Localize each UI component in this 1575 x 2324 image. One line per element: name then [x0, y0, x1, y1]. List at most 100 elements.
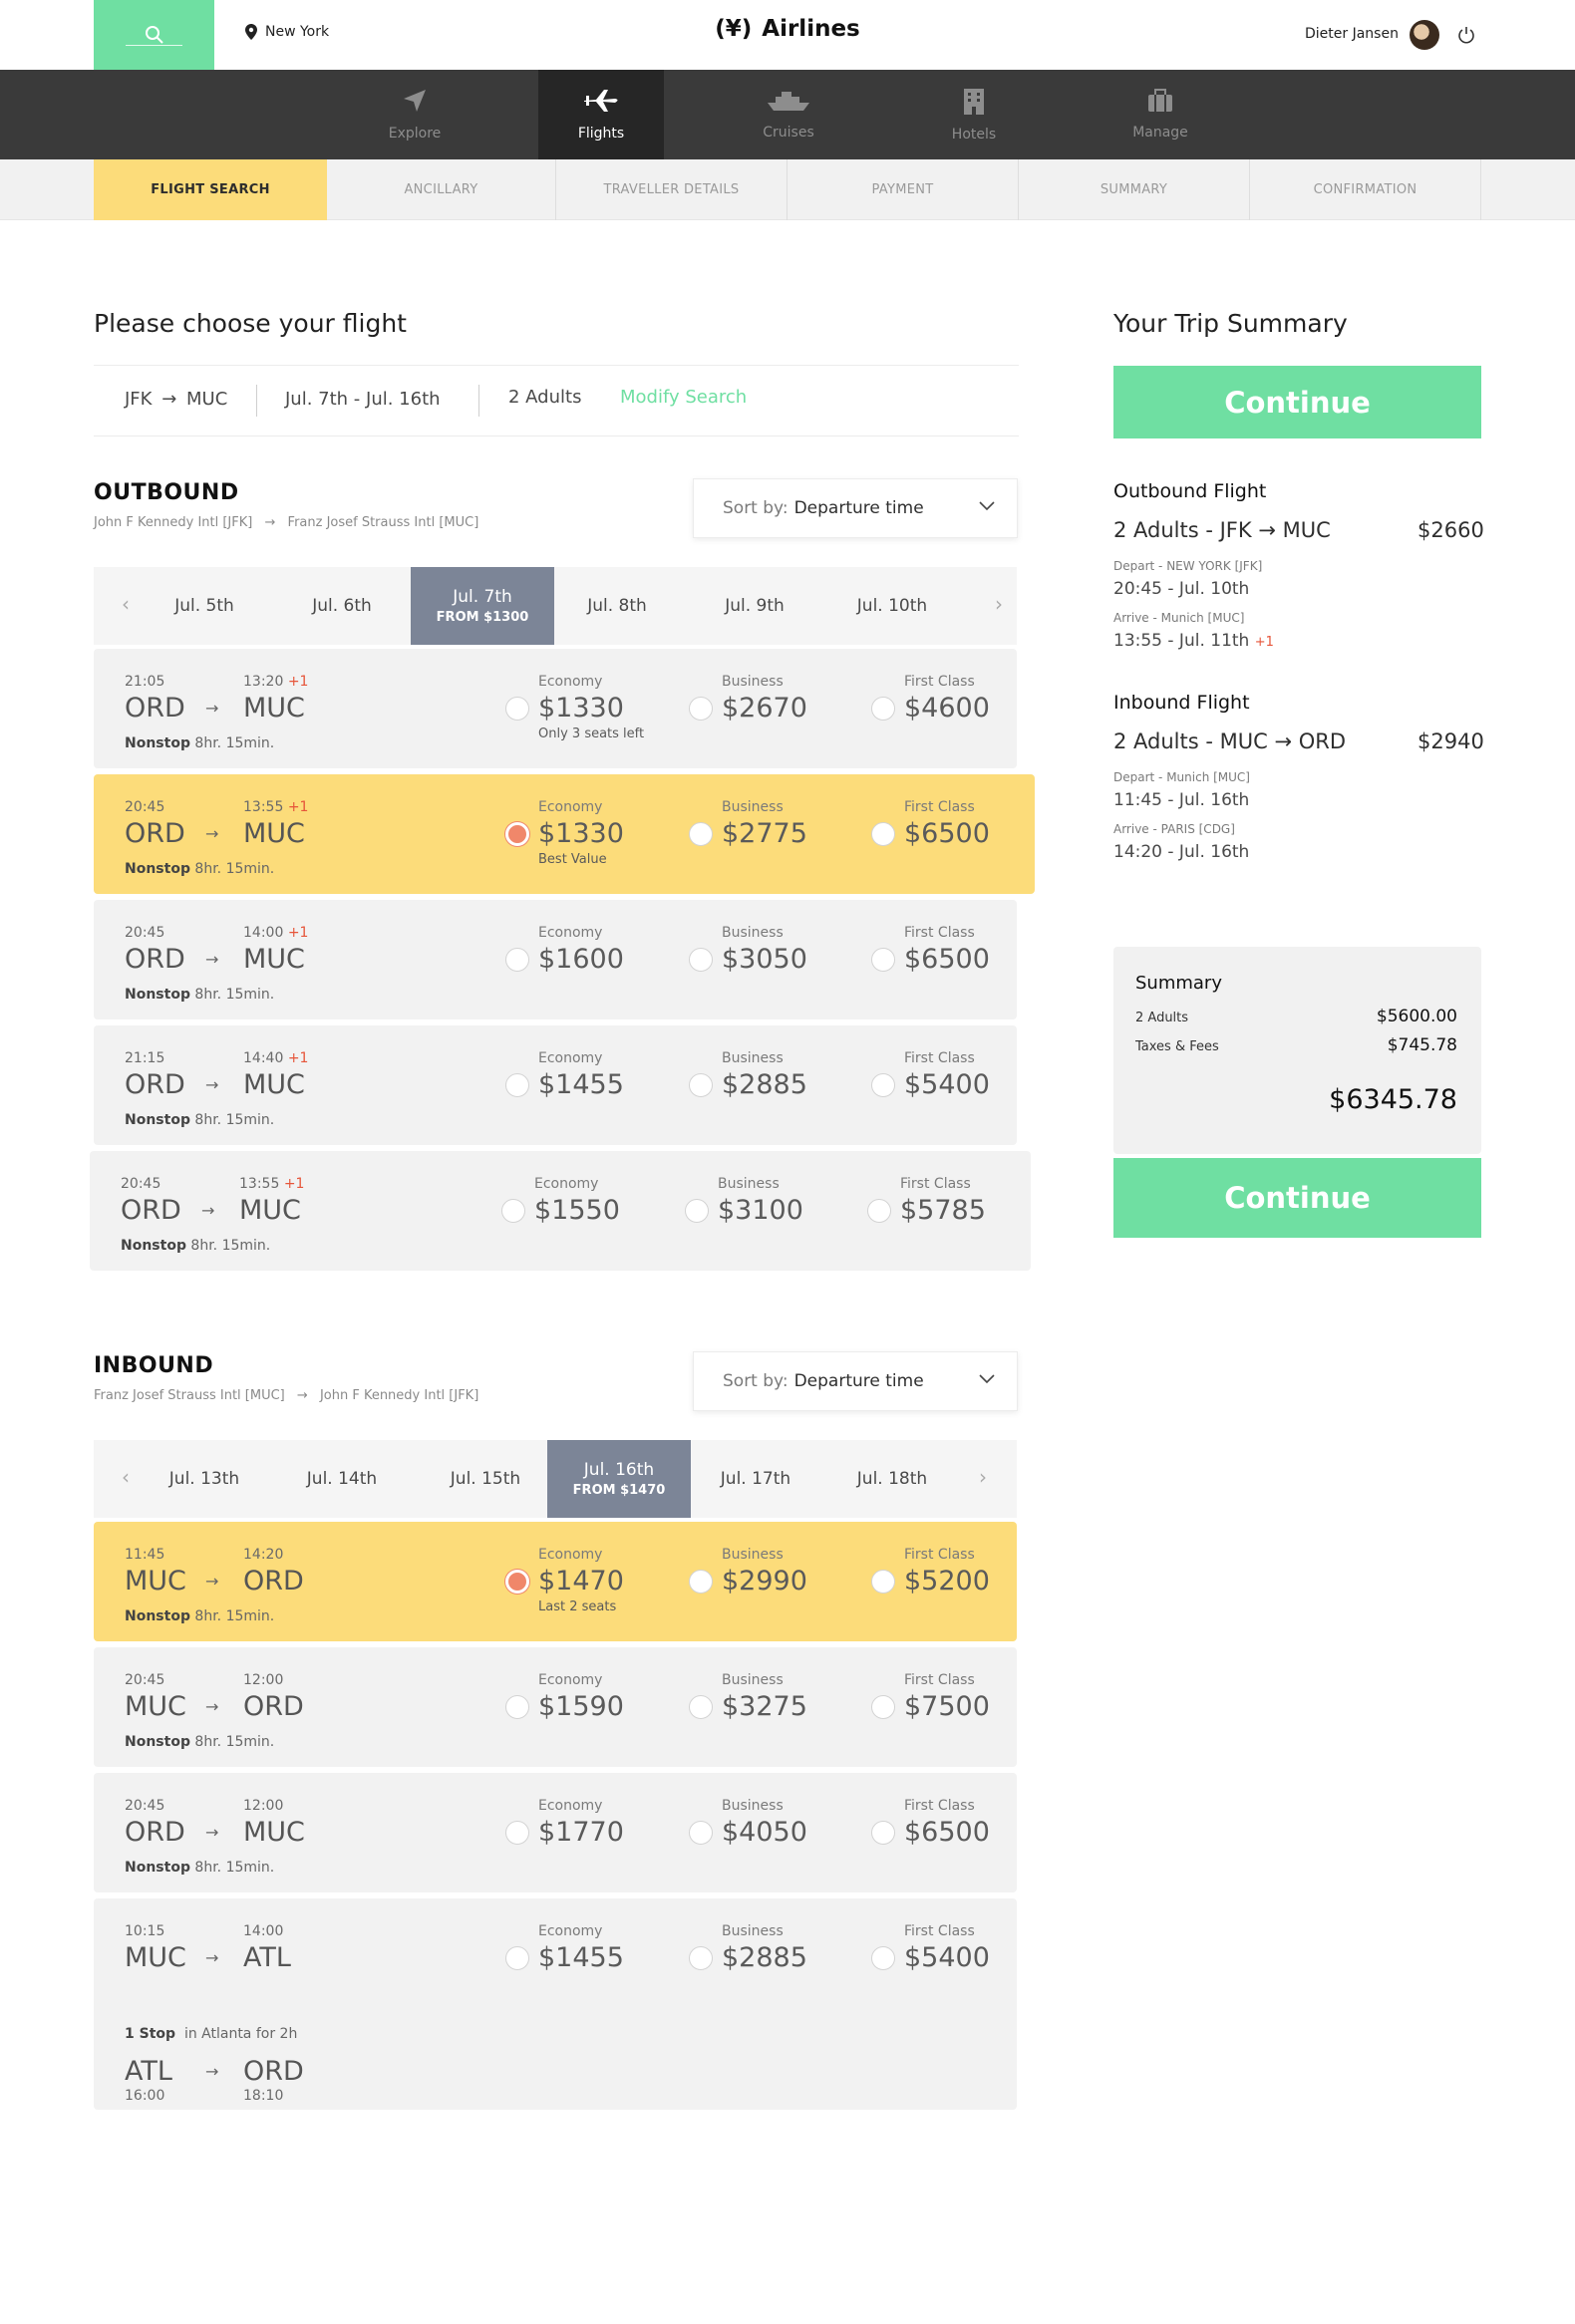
continue-button-bottom[interactable]: Continue: [1113, 1158, 1481, 1238]
inbound-date-tab[interactable]: Jul. 13th: [168, 1469, 240, 1489]
nav-flights[interactable]: Flights: [538, 70, 664, 159]
first-class-radio[interactable]: [867, 1199, 891, 1223]
arrive-time-wrap: 13:55 +1: [239, 1176, 304, 1192]
flight-card[interactable]: 20:45 12:00 MUC → ORD Nonstop 8hr. 15min…: [94, 1647, 1017, 1767]
step-traveller-details[interactable]: TRAVELLER DETAILS: [556, 159, 788, 220]
power-icon[interactable]: [1455, 24, 1477, 46]
first-class-radio[interactable]: [871, 697, 895, 721]
nav-hotels[interactable]: Hotels: [911, 70, 1037, 159]
flight-card[interactable]: 20:45 14:00 +1 ORD → MUC Nonstop 8hr. 15…: [94, 900, 1017, 1019]
outbound-sort-dropdown[interactable]: Sort by: Departure time: [693, 478, 1018, 538]
step-flight-search[interactable]: FLIGHT SEARCH: [94, 159, 327, 220]
flight-card[interactable]: 10:15 14:00 MUC → ATL 1 Stop in Atlanta …: [94, 1898, 1017, 2110]
leg2-depart-time: 16:00: [125, 2088, 165, 2104]
first-class-radio[interactable]: [871, 1695, 895, 1719]
chevron-left-icon[interactable]: ‹: [122, 1465, 130, 1489]
economy-radio[interactable]: [505, 697, 529, 721]
briefcase-icon: [1148, 89, 1172, 112]
business-radio[interactable]: [689, 697, 713, 721]
inbound-flight-price: $2940: [1418, 729, 1484, 753]
economy-radio[interactable]: [505, 948, 529, 972]
flight-card[interactable]: 21:15 14:40 +1 ORD → MUC Nonstop 8hr. 15…: [94, 1025, 1017, 1145]
economy-radio[interactable]: [505, 1073, 529, 1097]
arrow-right-icon: →: [205, 1697, 219, 1716]
route-pax: 2 Adults - MUC: [1113, 729, 1268, 753]
business-radio[interactable]: [689, 948, 713, 972]
step-confirmation[interactable]: CONFIRMATION: [1250, 159, 1481, 220]
stops-label: 1 Stop: [125, 2026, 176, 2042]
flight-card[interactable]: 20:45 13:55 +1 ORD → MUC Nonstop 8hr. 15…: [94, 774, 1035, 894]
duration: 8hr. 15min.: [194, 735, 275, 751]
chevron-right-icon[interactable]: ›: [979, 1465, 987, 1489]
first-class-radio[interactable]: [871, 1946, 895, 1970]
outbound-date-tab[interactable]: Jul. 8th: [587, 596, 647, 616]
economy-radio[interactable]: [505, 1570, 529, 1594]
outbound-date-tab-active[interactable]: Jul. 7th FROM $1300: [411, 567, 554, 645]
modify-search-link[interactable]: Modify Search: [620, 387, 748, 408]
search-button[interactable]: [94, 0, 214, 70]
economy-radio[interactable]: [505, 1695, 529, 1719]
economy-label: Economy: [538, 1050, 603, 1066]
destination-code: ORD: [243, 1691, 304, 1722]
avatar[interactable]: [1410, 20, 1439, 50]
business-price: $2775: [722, 818, 807, 849]
inbound-date-tab[interactable]: Jul. 15th: [450, 1469, 521, 1489]
outbound-date-tab[interactable]: Jul. 5th: [174, 596, 234, 616]
flight-card[interactable]: 20:45 12:00 ORD → MUC Nonstop 8hr. 15min…: [94, 1773, 1017, 1892]
flight-card[interactable]: 20:45 13:55 +1 ORD → MUC Nonstop 8hr. 15…: [90, 1151, 1031, 1271]
economy-label: Economy: [538, 1798, 603, 1814]
business-radio[interactable]: [689, 1946, 713, 1970]
outbound-airports: John F Kennedy Intl [JFK] → Franz Josef …: [94, 515, 478, 530]
economy-radio[interactable]: [505, 822, 529, 846]
inbound-date-tab[interactable]: Jul. 14th: [306, 1469, 378, 1489]
business-price: $3100: [718, 1195, 803, 1226]
business-radio[interactable]: [689, 1695, 713, 1719]
arrive-time-wrap: 14:00: [243, 1923, 283, 1939]
first-class-label: First Class: [904, 1798, 975, 1814]
inbound-date-tab[interactable]: Jul. 18th: [856, 1469, 928, 1489]
first-class-radio[interactable]: [871, 1570, 895, 1594]
chevron-right-icon[interactable]: ›: [995, 592, 1003, 616]
first-class-radio[interactable]: [871, 948, 895, 972]
economy-radio[interactable]: [505, 1821, 529, 1845]
first-class-radio[interactable]: [871, 1073, 895, 1097]
business-radio[interactable]: [689, 1073, 713, 1097]
step-ancillary[interactable]: ANCILLARY: [327, 159, 556, 220]
nav-cruises[interactable]: Cruises: [726, 70, 851, 159]
outbound-date-tab[interactable]: Jul. 6th: [312, 596, 372, 616]
step-payment[interactable]: PAYMENT: [788, 159, 1019, 220]
flight-card[interactable]: 21:05 13:20 +1 ORD → MUC Nonstop 8hr. 15…: [94, 649, 1017, 768]
economy-radio[interactable]: [505, 1946, 529, 1970]
nav-manage[interactable]: Manage: [1098, 70, 1223, 159]
inbound-sort-dropdown[interactable]: Sort by: Departure time: [693, 1351, 1018, 1411]
business-radio[interactable]: [689, 1570, 713, 1594]
first-class-radio[interactable]: [871, 1821, 895, 1845]
business-radio[interactable]: [689, 1821, 713, 1845]
business-radio[interactable]: [689, 822, 713, 846]
inbound-depart-label: Depart - Munich [MUC]: [1113, 770, 1250, 784]
arrive-time: 14:00: [243, 1923, 284, 1939]
first-class-label: First Class: [904, 925, 975, 941]
depart-time: 21:15: [125, 1050, 165, 1066]
outbound-date-tab[interactable]: Jul. 10th: [856, 596, 928, 616]
step-summary[interactable]: SUMMARY: [1019, 159, 1250, 220]
economy-label: Economy: [534, 1176, 599, 1192]
arrive-time-wrap: 14:40 +1: [243, 1050, 308, 1066]
inbound-date-tab[interactable]: Jul. 17th: [720, 1469, 791, 1489]
user-name[interactable]: Dieter Jansen: [1305, 26, 1399, 42]
location-selector[interactable]: New York: [245, 24, 329, 40]
chevron-left-icon[interactable]: ‹: [122, 592, 130, 616]
economy-radio[interactable]: [501, 1199, 525, 1223]
depart-time: 21:05: [125, 674, 165, 690]
continue-button-top[interactable]: Continue: [1113, 366, 1481, 438]
flight-card[interactable]: 11:45 14:20 MUC → ORD Nonstop 8hr. 15min…: [94, 1522, 1017, 1641]
hotel-icon: [964, 89, 984, 115]
first-class-radio[interactable]: [871, 822, 895, 846]
business-radio[interactable]: [685, 1199, 709, 1223]
business-price: $2670: [722, 693, 807, 724]
inbound-date-tab-active[interactable]: Jul. 16th FROM $1470: [547, 1440, 691, 1518]
inbound-depart-time: 11:45 - Jul. 16th: [1113, 790, 1250, 810]
nav-explore[interactable]: Explore: [352, 70, 477, 159]
economy-label: Economy: [538, 1547, 603, 1563]
outbound-date-tab[interactable]: Jul. 9th: [725, 596, 785, 616]
